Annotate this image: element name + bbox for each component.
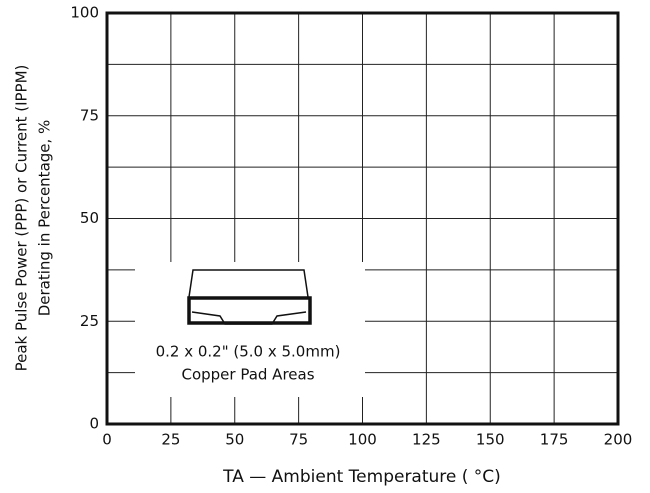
x-tick-label: 25: [161, 431, 180, 449]
x-tick-label: 125: [412, 431, 441, 449]
x-tick-label: 0: [102, 431, 112, 449]
y-tick-label: 25: [80, 312, 99, 330]
x-tick-label: 75: [289, 431, 308, 449]
x-tick-label: 175: [540, 431, 569, 449]
chart: 0.2 x 0.2" (5.0 x 5.0mm) Copper Pad Area…: [0, 0, 650, 493]
y-tick-label: 50: [80, 209, 99, 227]
y-tick-label: 75: [80, 106, 99, 124]
annotation: Copper Pad Areas: [181, 366, 314, 384]
y-tick-label: 0: [89, 415, 99, 433]
x-tick-label: 50: [225, 431, 244, 449]
x-axis-label: TA — Ambient Temperature ( °C): [222, 467, 501, 487]
x-tick-label: 150: [476, 431, 505, 449]
y-axis-label: Peak Pulse Power (PPP) or Current (IPPM): [13, 65, 31, 372]
y-tick-label: 100: [70, 4, 99, 22]
x-tick-label: 200: [604, 431, 633, 449]
annotation: 0.2 x 0.2" (5.0 x 5.0mm): [156, 343, 341, 361]
y-axis-label: Derating in Percentage, %: [36, 120, 54, 317]
x-tick-label: 100: [348, 431, 377, 449]
